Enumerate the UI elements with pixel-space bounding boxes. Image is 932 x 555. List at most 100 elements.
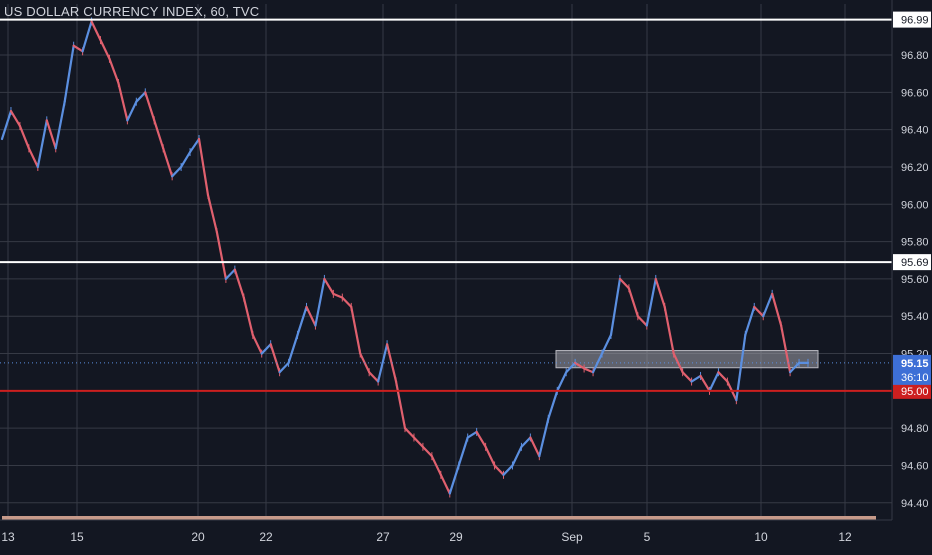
y-tick-label: 94.80 <box>901 423 929 435</box>
horizontal-levels[interactable] <box>0 18 892 392</box>
series-segment <box>538 417 550 458</box>
series-segment <box>457 436 469 467</box>
price-axis[interactable]: 96.80 96.60 96.40 96.20 96.00 95.80 95.60 95.40… <box>891 0 932 550</box>
series-segment <box>421 445 433 458</box>
series-segment <box>439 473 451 495</box>
y-tick-label: 95.60 <box>901 274 929 286</box>
series-segment <box>762 292 774 318</box>
level-tag-label: 95.69 <box>901 257 929 269</box>
series-segment <box>188 137 201 154</box>
time-axis-bg <box>0 520 892 550</box>
series-segment <box>627 287 639 318</box>
series-segment <box>618 277 630 290</box>
series-segment <box>780 324 792 374</box>
series-segment <box>520 436 532 448</box>
series-segment <box>296 305 308 336</box>
series-segment <box>260 343 272 355</box>
series-segment <box>350 305 362 355</box>
level-tag-bg <box>893 11 931 28</box>
series-segment <box>269 343 281 374</box>
series-segment <box>153 119 165 150</box>
series-segment <box>556 371 568 392</box>
series-segment <box>600 333 613 355</box>
series-segment <box>99 39 111 60</box>
series-segment <box>475 430 487 448</box>
series-segment <box>690 374 702 383</box>
countdown-timer: 36:10 <box>901 372 929 384</box>
series-segment <box>565 361 577 374</box>
series-segment <box>45 119 57 150</box>
series-segment <box>287 333 299 364</box>
series-segment <box>54 100 66 150</box>
series-segment <box>162 147 174 178</box>
series-segment <box>663 305 675 355</box>
series-segment <box>251 333 263 355</box>
level-tag-label: 96.99 <box>901 15 929 27</box>
series-segment <box>278 361 290 374</box>
time-axis[interactable]: 13 15 20 22 27 29 Sep 5 10 12 <box>0 516 892 550</box>
series-segment <box>242 296 254 336</box>
series-segment <box>332 292 344 299</box>
level-tag-bg <box>893 382 931 399</box>
y-tick-label: 96.20 <box>901 162 929 174</box>
chart-title: US DOLLAR CURRENCY INDEX, 60, TVC <box>4 4 260 19</box>
series-segment <box>591 352 604 374</box>
level-tag-label: 95.00 <box>901 386 929 398</box>
series-segment <box>654 277 666 309</box>
series-segment <box>583 367 595 374</box>
series-segment <box>81 20 93 53</box>
current-price-label: 95.15 <box>901 358 929 370</box>
series-segment <box>144 91 156 122</box>
y-tick-label: 96.40 <box>901 125 929 137</box>
level-tag-bg <box>893 254 931 271</box>
series-segment <box>574 361 586 370</box>
x-tick-label: 22 <box>259 530 273 544</box>
y-tick-label: 95.40 <box>901 311 929 323</box>
x-tick-label: Sep <box>561 530 583 544</box>
price-axis-bg <box>892 0 932 550</box>
resistance-zone[interactable] <box>555 350 819 369</box>
series-segment <box>36 119 48 169</box>
series-segment <box>108 57 120 85</box>
series-segment <box>788 361 801 374</box>
y-tick-label: 94.60 <box>901 460 929 472</box>
x-tick-label: 29 <box>449 530 463 544</box>
y-tick-label: 94.40 <box>901 498 929 510</box>
series-segment <box>323 277 335 295</box>
series-segment <box>305 305 317 327</box>
series-segment <box>27 147 39 169</box>
x-tick-label: 15 <box>70 530 84 544</box>
series-segment <box>377 343 389 383</box>
series-segment <box>72 44 84 53</box>
x-tick-label: 20 <box>191 530 205 544</box>
y-tick-label: 96.80 <box>901 50 929 62</box>
series-segment <box>681 371 693 383</box>
series-segment <box>547 389 559 420</box>
series-segment <box>636 315 648 327</box>
series-segment <box>314 277 326 327</box>
series-segment <box>412 436 425 448</box>
y-tick-label: 96.60 <box>901 87 929 99</box>
series-segment <box>117 81 129 122</box>
price-series <box>0 17 810 498</box>
x-tick-label: 10 <box>754 530 768 544</box>
series-segment <box>9 109 22 128</box>
series-segment <box>63 44 75 103</box>
zone-rect[interactable] <box>555 350 819 369</box>
series-segment <box>744 305 756 336</box>
current-price-tag <box>893 354 931 385</box>
series-segment <box>206 193 219 234</box>
time-range-bar <box>2 516 876 520</box>
series-segment <box>126 100 138 122</box>
x-tick-label: 5 <box>644 530 651 544</box>
series-segment <box>511 445 523 467</box>
series-segment <box>385 343 398 383</box>
x-tick-label: 13 <box>1 530 15 544</box>
series-segment <box>609 277 622 336</box>
series-segment <box>735 333 747 402</box>
series-segment <box>502 464 514 476</box>
series-segment <box>708 371 720 392</box>
series-segment <box>368 371 380 383</box>
